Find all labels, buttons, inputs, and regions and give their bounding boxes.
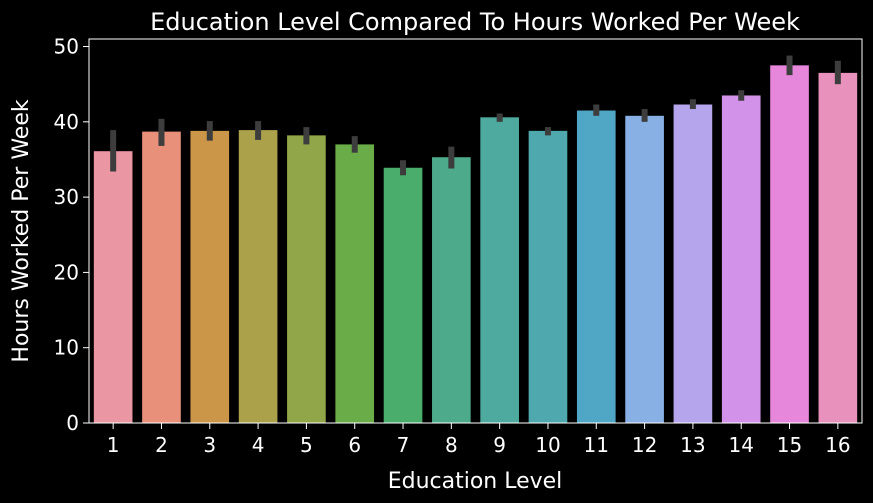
x-tick-label: 1 bbox=[107, 433, 120, 457]
x-axis-ticks: 1 2 3 4 5 6 7 8 9 10 11 12 13 14 15 16 bbox=[107, 423, 851, 457]
error-bars-layer bbox=[110, 55, 841, 176]
x-tick-label: 3 bbox=[203, 433, 216, 457]
bar-level-5 bbox=[287, 135, 326, 423]
y-axis-label: Hours Worked Per Week bbox=[9, 99, 34, 362]
x-tick-label: 11 bbox=[584, 433, 609, 457]
chart-title: Education Level Compared To Hours Worked… bbox=[150, 8, 800, 36]
x-tick-label: 7 bbox=[397, 433, 410, 457]
bar-level-9 bbox=[480, 117, 519, 424]
bar-level-4 bbox=[238, 130, 278, 423]
x-tick-label: 15 bbox=[777, 433, 802, 457]
x-tick-label: 2 bbox=[155, 433, 168, 457]
x-tick-label: 6 bbox=[348, 433, 361, 457]
bar-level-7 bbox=[383, 167, 423, 423]
bar-level-12 bbox=[625, 115, 664, 424]
bar-level-14 bbox=[721, 95, 761, 424]
x-tick-label: 8 bbox=[445, 433, 458, 457]
bar-level-3 bbox=[190, 130, 230, 423]
x-tick-label: 16 bbox=[825, 433, 850, 457]
bar-level-11 bbox=[576, 110, 616, 423]
x-tick-label: 13 bbox=[680, 433, 705, 457]
x-tick-label: 10 bbox=[535, 433, 560, 457]
plot-frame bbox=[88, 38, 863, 424]
y-tick-label: 50 bbox=[54, 35, 79, 59]
x-axis-label: Education Level bbox=[388, 469, 563, 494]
y-tick-label: 0 bbox=[66, 411, 79, 435]
x-tick-label: 9 bbox=[493, 433, 506, 457]
bars-layer bbox=[93, 65, 858, 424]
x-tick-label: 12 bbox=[632, 433, 657, 457]
bar-level-1 bbox=[93, 151, 133, 423]
y-tick-label: 40 bbox=[54, 110, 79, 134]
x-tick-label: 5 bbox=[300, 433, 313, 457]
bar-level-10 bbox=[528, 130, 568, 423]
y-tick-label: 20 bbox=[54, 260, 79, 284]
y-axis-ticks: 0 10 20 30 40 50 bbox=[54, 35, 89, 435]
x-tick-label: 14 bbox=[728, 433, 753, 457]
bar-level-8 bbox=[432, 157, 471, 423]
bar-level-6 bbox=[335, 144, 375, 424]
bar-level-13 bbox=[673, 104, 713, 423]
y-tick-label: 10 bbox=[54, 336, 79, 360]
y-tick-label: 30 bbox=[54, 185, 79, 209]
x-tick-label: 4 bbox=[252, 433, 265, 457]
bar-level-15 bbox=[770, 65, 809, 424]
bar-level-16 bbox=[818, 72, 858, 423]
bar-level-2 bbox=[142, 131, 181, 424]
